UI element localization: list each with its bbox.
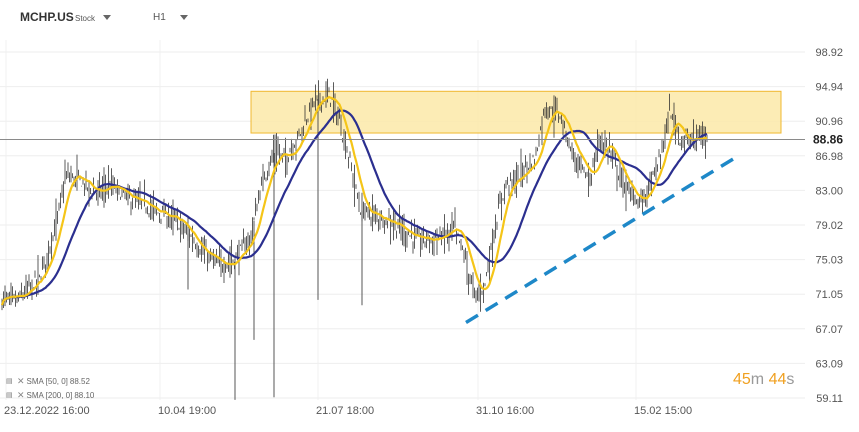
settings-icon[interactable]: ▤ — [6, 377, 13, 385]
legend-item-sma200[interactable]: ▤ ✕ SMA [200, 0] 88.10 — [6, 390, 94, 401]
current-price-tag — [806, 131, 850, 148]
y-tick-label: 75.03 — [815, 255, 843, 267]
y-tick-label: 90.96 — [815, 116, 843, 128]
legend-label: SMA [200, 0] — [26, 391, 73, 400]
x-tick-label: 10.04 19:00 — [158, 405, 216, 417]
settings-icon[interactable]: ▤ — [6, 391, 13, 399]
current-price-label: 88.86 — [813, 133, 843, 147]
y-tick-label: 63.09 — [815, 358, 843, 370]
legend-value: 88.10 — [74, 391, 95, 400]
countdown-seconds: 44 — [768, 371, 787, 388]
x-tick-label: 21.07 18:00 — [316, 405, 374, 417]
legend-label: SMA [50, 0] — [26, 377, 68, 386]
countdown-seconds-unit: s — [786, 371, 795, 388]
x-tick-label: 23.12.2022 16:00 — [4, 405, 90, 417]
chart-toolbar: MCHP.US Stock H1 — [0, 0, 300, 30]
y-tick-label: 94.94 — [815, 82, 843, 94]
symbol-name[interactable]: MCHP.US — [20, 10, 74, 24]
y-tick-label: 86.98 — [815, 151, 843, 163]
close-icon[interactable]: ✕ — [17, 390, 25, 400]
y-tick-label: 59.11 — [816, 393, 843, 405]
price-bars — [1, 78, 708, 400]
current-price-line: 88.86 — [0, 131, 850, 148]
y-tick-label: 67.07 — [815, 324, 843, 336]
y-tick-label: 98.92 — [815, 47, 843, 59]
chevron-down-icon[interactable] — [180, 15, 188, 20]
y-tick-label: 83.00 — [815, 185, 843, 197]
legend-value: 88.52 — [69, 377, 90, 386]
sma-50-path — [0, 95, 708, 306]
candle-countdown: 45m 44s — [733, 371, 794, 389]
y-tick-label: 71.05 — [815, 289, 843, 301]
y-axis: 98.92 94.94 90.96 86.98 83.00 79.02 75.03 71.05… — [815, 47, 843, 405]
close-icon[interactable]: ✕ — [17, 376, 25, 386]
countdown-minutes: 45 — [733, 371, 751, 388]
y-tick-label: 79.02 — [815, 220, 843, 232]
legend-item-sma50[interactable]: ▤ ✕ SMA [50, 0] 88.52 — [6, 376, 90, 387]
x-tick-label: 31.10 16:00 — [476, 405, 534, 417]
timeframe-selector[interactable]: H1 — [153, 12, 166, 23]
symbol-type-label: Stock — [75, 14, 96, 23]
countdown-minutes-unit: m — [750, 371, 765, 388]
x-axis: 23.12.2022 16:00 10.04 19:00 21.07 18:00 31… — [4, 405, 692, 417]
chevron-down-icon[interactable] — [103, 15, 111, 20]
support-trendline — [465, 157, 734, 324]
trendline — [465, 157, 734, 324]
x-tick-label: 15.02 15:00 — [634, 405, 692, 417]
sma-50-line — [0, 95, 708, 306]
